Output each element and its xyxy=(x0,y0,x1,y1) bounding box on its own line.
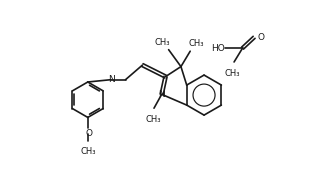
Text: CH₃: CH₃ xyxy=(80,147,95,156)
Text: CH₃: CH₃ xyxy=(225,69,240,78)
Text: O: O xyxy=(257,33,264,42)
Text: CH₃: CH₃ xyxy=(145,115,161,124)
Text: O: O xyxy=(85,129,92,138)
Text: CH₃: CH₃ xyxy=(189,39,204,48)
Text: CH₃: CH₃ xyxy=(155,38,170,47)
Text: N: N xyxy=(158,90,165,99)
Text: N: N xyxy=(108,75,115,84)
Text: HO: HO xyxy=(211,44,225,53)
